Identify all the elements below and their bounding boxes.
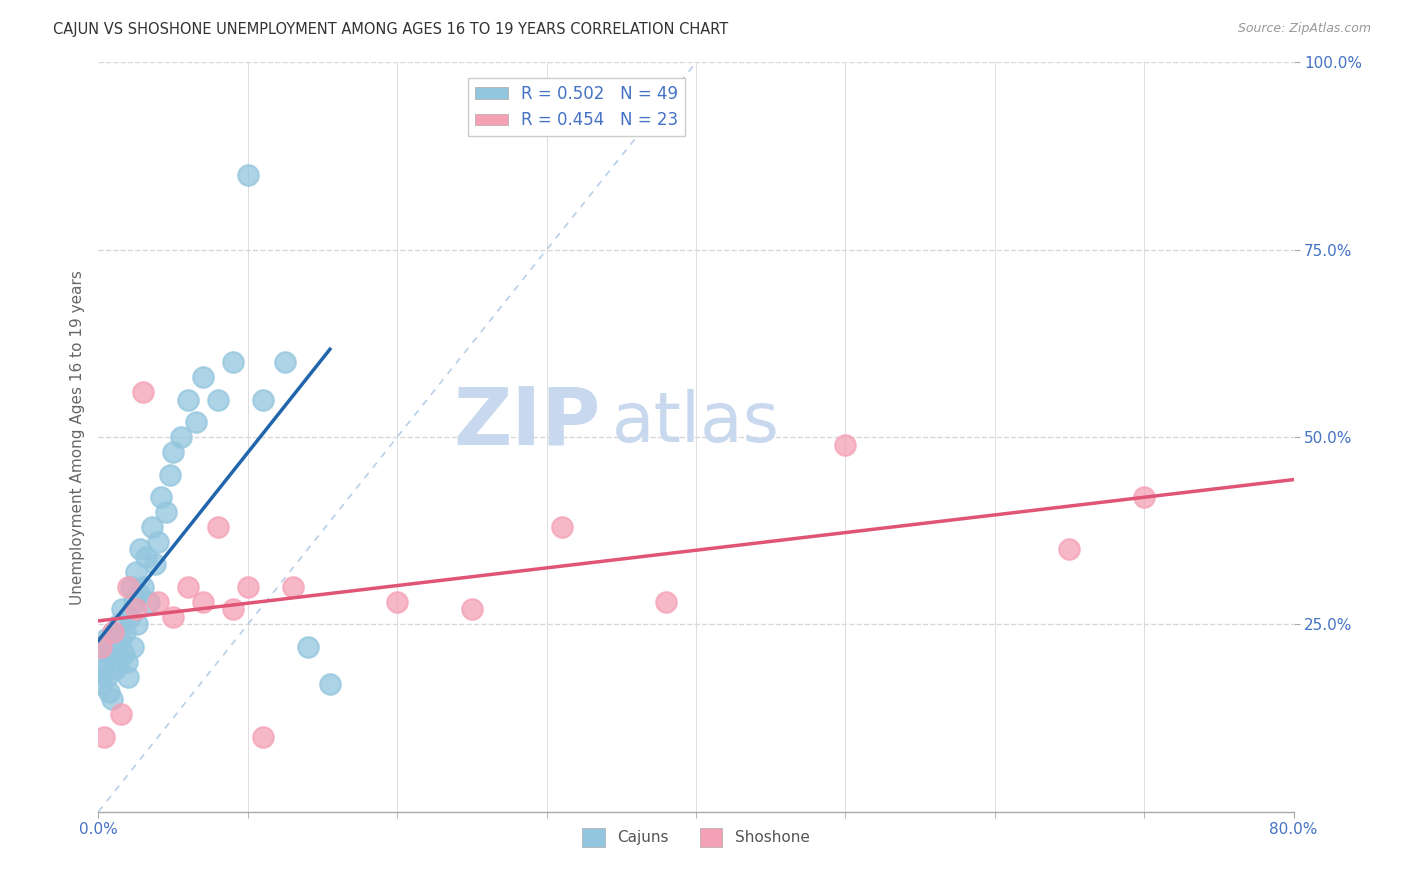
Point	[834, 437, 856, 451]
Legend: Cajuns, Shoshone: Cajuns, Shoshone	[576, 822, 815, 853]
Point	[104, 662, 127, 676]
Text: Source: ZipAtlas.com: Source: ZipAtlas.com	[1237, 22, 1371, 36]
Point	[207, 392, 229, 407]
Point	[252, 730, 274, 744]
Text: atlas: atlas	[613, 389, 780, 456]
Point	[169, 430, 191, 444]
Point	[129, 542, 152, 557]
Point	[98, 648, 122, 662]
Point	[90, 640, 112, 654]
Point	[111, 602, 134, 616]
Point	[297, 640, 319, 654]
Point	[97, 685, 120, 699]
Point	[125, 602, 148, 616]
Text: CAJUN VS SHOSHONE UNEMPLOYMENT AMONG AGES 16 TO 19 YEARS CORRELATION CHART: CAJUN VS SHOSHONE UNEMPLOYMENT AMONG AGE…	[53, 22, 728, 37]
Point	[655, 595, 678, 609]
Point	[550, 520, 572, 534]
Point	[236, 580, 259, 594]
Point	[1133, 490, 1156, 504]
Point	[141, 520, 163, 534]
Point	[162, 610, 184, 624]
Point	[110, 632, 132, 647]
Point	[184, 415, 207, 429]
Y-axis label: Unemployment Among Ages 16 to 19 years: Unemployment Among Ages 16 to 19 years	[69, 269, 84, 605]
Point	[222, 355, 245, 369]
Point	[148, 595, 170, 609]
Point	[120, 580, 142, 594]
Text: ZIP: ZIP	[453, 383, 600, 461]
Point	[96, 670, 118, 684]
Point	[281, 580, 304, 594]
Point	[110, 707, 132, 722]
Point	[150, 490, 173, 504]
Point	[112, 648, 135, 662]
Point	[107, 655, 129, 669]
Point	[385, 595, 409, 609]
Point	[207, 520, 229, 534]
Point	[101, 692, 124, 706]
Point	[274, 355, 297, 369]
Point	[117, 580, 139, 594]
Point	[108, 617, 131, 632]
Point	[461, 602, 484, 616]
Point	[89, 655, 111, 669]
Point	[162, 445, 184, 459]
Point	[124, 595, 146, 609]
Point	[125, 565, 148, 579]
Point	[148, 535, 170, 549]
Point	[155, 505, 177, 519]
Point	[93, 730, 115, 744]
Point	[103, 624, 125, 639]
Point	[117, 670, 139, 684]
Point	[91, 640, 114, 654]
Point	[93, 662, 115, 676]
Point	[132, 385, 155, 400]
Point	[177, 392, 200, 407]
Point	[177, 580, 200, 594]
Point	[191, 370, 214, 384]
Point	[132, 580, 155, 594]
Point	[121, 640, 143, 654]
Point	[319, 677, 342, 691]
Point	[1059, 542, 1081, 557]
Point	[143, 558, 166, 572]
Point	[222, 602, 245, 616]
Point	[127, 617, 149, 632]
Point	[252, 392, 274, 407]
Point	[105, 640, 128, 654]
Point	[128, 587, 150, 601]
Point	[90, 677, 112, 691]
Point	[115, 655, 138, 669]
Point	[191, 595, 214, 609]
Point	[138, 595, 160, 609]
Point	[94, 632, 117, 647]
Point	[135, 549, 157, 564]
Point	[118, 610, 141, 624]
Point	[159, 467, 181, 482]
Point	[236, 168, 259, 182]
Point	[114, 624, 136, 639]
Point	[103, 624, 125, 639]
